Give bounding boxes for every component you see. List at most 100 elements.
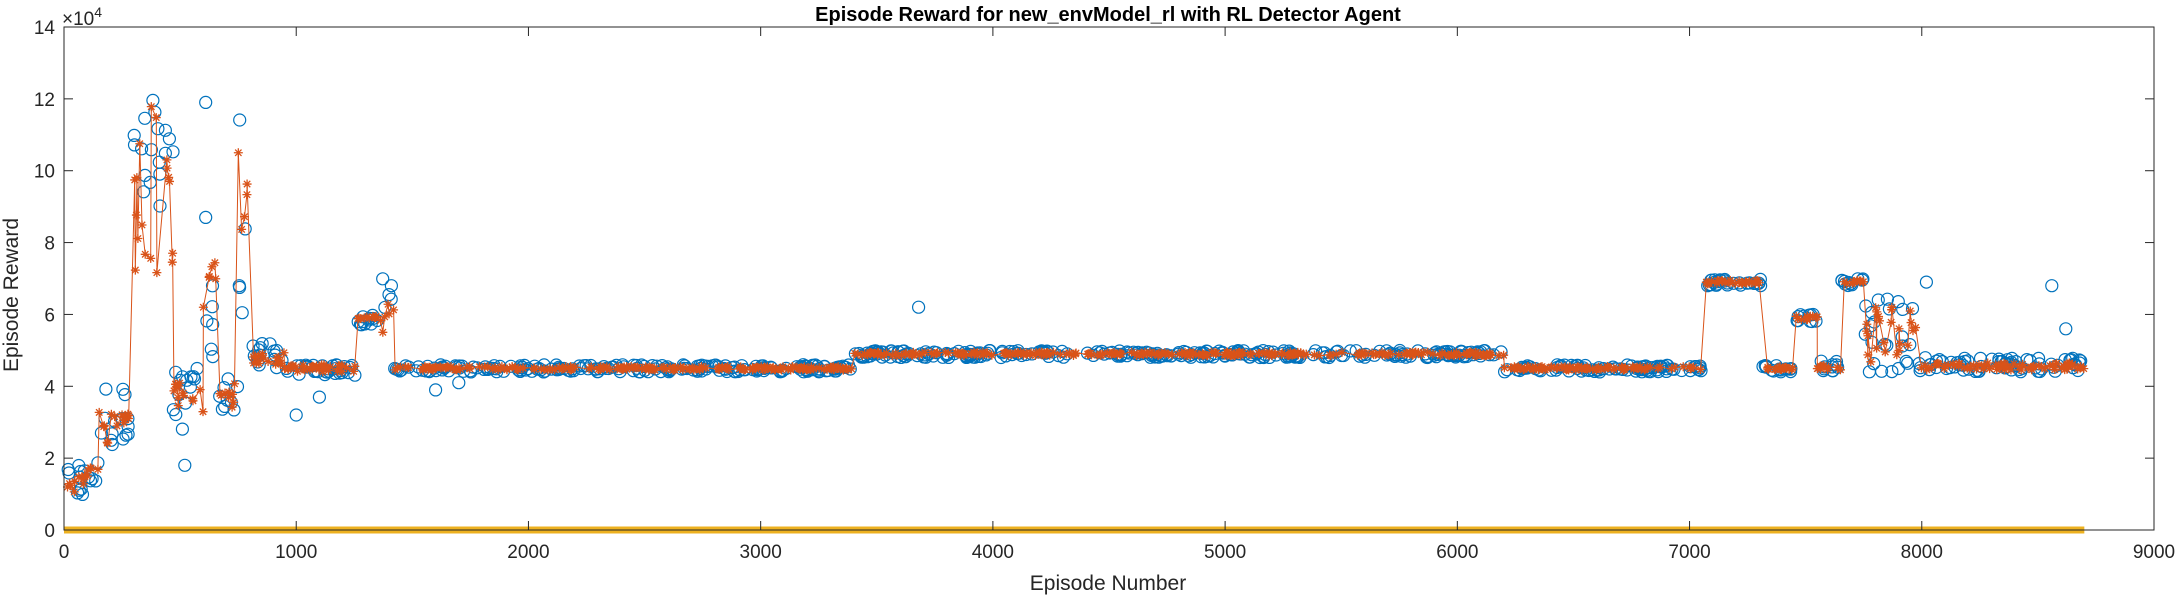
series-1-point-38	[146, 102, 156, 112]
series-1-point-641	[1437, 348, 1447, 358]
series-1-point-720	[1523, 362, 1533, 372]
series-1-point-900	[1916, 363, 1926, 373]
series-1-point-448	[853, 349, 863, 359]
series-1-point-312	[657, 363, 667, 373]
series-1-point-511	[1061, 349, 1071, 359]
series-1-point-756	[1730, 279, 1740, 289]
series-1-point-57	[178, 388, 188, 398]
series-1-point-889	[2009, 359, 2019, 369]
y-tick-label-3: 6	[44, 305, 55, 326]
series-0-point-65	[205, 279, 220, 293]
series-1-point-129	[337, 360, 347, 370]
series-1-point-805	[1819, 363, 1829, 373]
series-1-point-82	[263, 356, 273, 366]
series-1-point-581	[987, 350, 997, 360]
series-1-point-61	[172, 382, 182, 392]
series-1-point-252	[393, 362, 403, 372]
series-1-point-891	[1974, 360, 1984, 370]
series-1-point-33	[133, 234, 143, 244]
series-1-point-81	[239, 212, 249, 222]
series-1-point-535	[1097, 349, 1107, 359]
series-1-point-267	[714, 362, 724, 372]
series-1-point-621	[1325, 350, 1335, 360]
series-1-point-479	[982, 348, 992, 358]
series-1-point-30	[162, 155, 172, 165]
series-1-point-561	[1380, 350, 1390, 360]
series-0-point-42	[162, 132, 176, 146]
series-1-point-646	[1202, 351, 1212, 361]
series-1-point-713	[1670, 362, 1680, 372]
series-1-point-92	[272, 353, 282, 363]
series-1-point-783	[1780, 363, 1790, 373]
series-1-point-2	[74, 472, 84, 482]
series-1-point-779	[1763, 364, 1773, 374]
series-1-point-577	[1337, 347, 1347, 357]
series-1-point-7	[69, 487, 79, 497]
series-1-point-0	[63, 482, 73, 492]
series-1-point-494	[857, 350, 867, 360]
series-1-point-792	[1793, 314, 1803, 324]
series-1-point-578	[1182, 351, 1192, 361]
chart-title: Episode Reward for new_envModel_rl with …	[815, 4, 1401, 26]
series-1-point-739	[1556, 362, 1566, 372]
series-1-point-339	[684, 364, 694, 374]
series-1-point-4	[70, 476, 80, 486]
series-1-point-355	[566, 365, 576, 375]
series-1-point-27	[124, 411, 134, 421]
series-1-point-72	[230, 379, 240, 389]
series-1-point-418	[1055, 349, 1065, 359]
series-1-point-611	[929, 350, 939, 360]
series-1-point-564	[1206, 347, 1216, 357]
x-tick-label-1: 1000	[275, 542, 317, 563]
series-0-point-5	[74, 482, 88, 496]
series-0-point-24	[119, 428, 133, 442]
series-1-point-602	[1140, 347, 1150, 357]
series-1-point-246	[529, 364, 539, 374]
series-1-point-447	[1193, 350, 1203, 360]
series-1-point-506	[892, 351, 902, 361]
x-tick-label-5: 5000	[1204, 542, 1246, 563]
series-1-point-255	[497, 362, 507, 372]
series-1-point-741	[1515, 363, 1525, 373]
series-1-point-125	[298, 360, 308, 370]
series-1-point-75	[220, 388, 230, 398]
series-1-point-278	[441, 363, 451, 373]
series-1-point-54	[173, 401, 183, 411]
series-0-point-826	[1867, 357, 1881, 371]
series-1-point-637	[1041, 350, 1051, 360]
series-0-point-20	[99, 382, 113, 396]
series-1-point-698	[1645, 362, 1655, 372]
series-1-point-815	[1842, 279, 1852, 289]
y-exponent-base: ×10	[62, 9, 94, 30]
series-0-point-196	[581, 362, 595, 376]
series-1-point-95	[259, 353, 269, 363]
series-1-point-662	[1666, 364, 1676, 374]
series-1-point-328	[450, 365, 460, 375]
series-1-point-106	[337, 367, 347, 377]
series-1-point-818	[1879, 338, 1889, 348]
series-1-point-90	[253, 356, 263, 366]
y-tick-label-6: 12	[34, 90, 55, 111]
series-1-point-3	[78, 479, 88, 489]
series-1-point-193	[637, 364, 647, 374]
series-1-point-617	[1353, 350, 1363, 360]
series-1-point-336	[788, 362, 798, 372]
series-1-point-192	[474, 362, 484, 372]
series-1-point-839	[1887, 305, 1897, 315]
series-1-point-309	[669, 363, 679, 373]
series-1-point-826	[1862, 326, 1872, 336]
series-1-point-529	[1007, 349, 1017, 359]
series-1-point-757	[1744, 276, 1754, 286]
series-1-point-606	[1198, 349, 1208, 359]
series-1-point-902	[2001, 362, 2011, 372]
series-1-point-551	[1283, 351, 1293, 361]
x-tick-label-8: 8000	[1901, 542, 1943, 563]
series-1-point-306	[748, 364, 758, 374]
series-1-point-350	[622, 364, 632, 374]
series-1-point-907	[1920, 360, 1930, 370]
series-1-point-411	[1314, 351, 1324, 361]
series-1-point-585	[1254, 349, 1264, 359]
series-1-point-764	[1702, 277, 1712, 287]
